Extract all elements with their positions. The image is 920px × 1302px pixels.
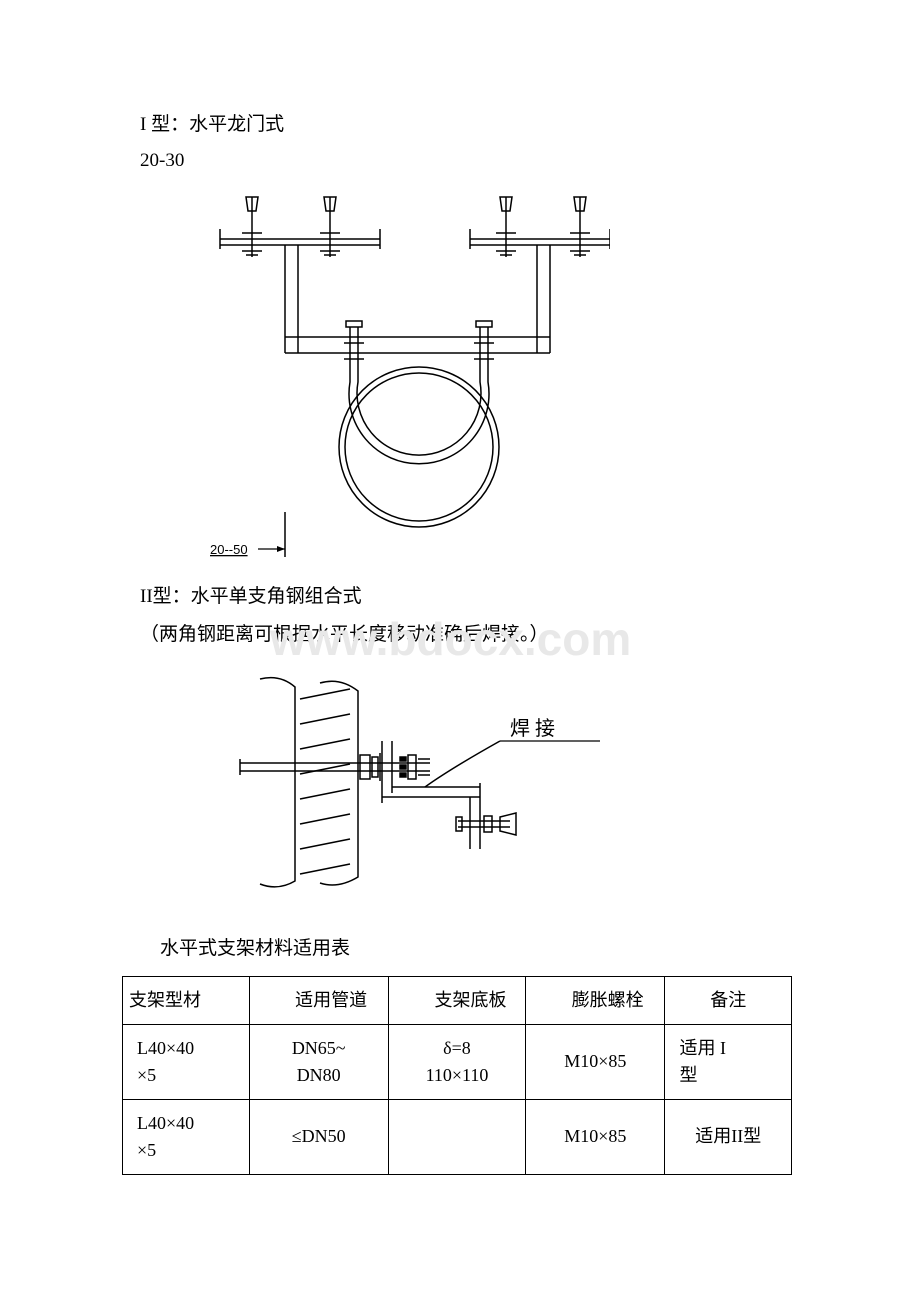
cell-bolt: M10×85 (526, 1099, 665, 1174)
table-header-row: 支架型材 适用管道 支架底板 膨胀螺栓 备注 (123, 976, 792, 1024)
cell-plate: δ=8110×110 (388, 1024, 525, 1099)
th-bracket-material: 支架型材 (123, 976, 250, 1024)
type2-title: II型：水平单支角钢组合式 (140, 582, 800, 612)
dim-20-50: 20--50 (210, 542, 248, 557)
cell-material: L40×40×5 (123, 1099, 250, 1174)
type1-title: I 型：水平龙门式 (140, 110, 800, 140)
table-row: L40×40×5 DN65~DN80 δ=8110×110 M10×85 适用 … (123, 1024, 792, 1099)
figure-type2: 焊 接 (200, 669, 800, 904)
cell-remark: 适用 I型 (665, 1024, 792, 1099)
table-row: L40×40×5 ≤DN50 M10×85 适用II型 (123, 1099, 792, 1174)
cell-material: L40×40×5 (123, 1024, 250, 1099)
th-pipe: 适用管道 (249, 976, 388, 1024)
figure-type1: 20--50 (180, 187, 800, 572)
cell-remark: 适用II型 (665, 1099, 792, 1174)
th-bolt: 膨胀螺栓 (526, 976, 665, 1024)
type2-note: （两角钢距离可根据水平长度移动准确后焊接。） (140, 620, 800, 650)
table-title: 水平式支架材料适用表 (160, 934, 800, 964)
weld-label: 焊 接 (510, 717, 555, 740)
cell-pipe: DN65~DN80 (249, 1024, 388, 1099)
dim-20-30: 20-30 (140, 146, 800, 176)
cell-bolt: M10×85 (526, 1024, 665, 1099)
th-remark: 备注 (665, 976, 792, 1024)
cell-plate (388, 1099, 525, 1174)
cell-pipe: ≤DN50 (249, 1099, 388, 1174)
th-base-plate: 支架底板 (388, 976, 525, 1024)
material-table: 支架型材 适用管道 支架底板 膨胀螺栓 备注 L40×40×5 DN65~DN8… (122, 976, 792, 1175)
